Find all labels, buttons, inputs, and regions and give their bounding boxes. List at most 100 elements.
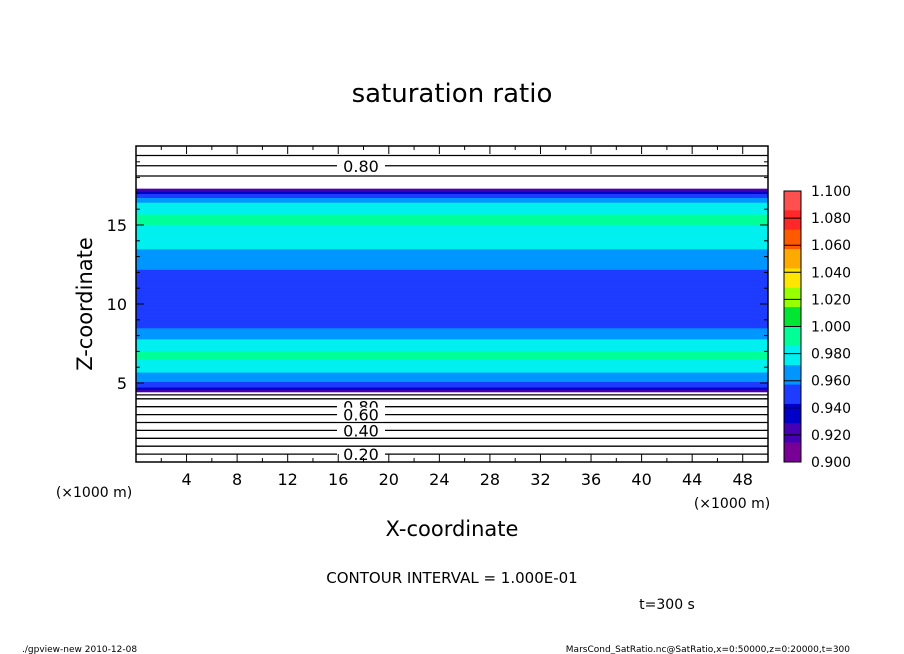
- field-band: [136, 213, 768, 215]
- field-band: [136, 287, 768, 289]
- field-band: [136, 314, 768, 316]
- field-band: [136, 343, 768, 345]
- x-axis-label: X-coordinate: [386, 517, 519, 541]
- field-band: [136, 377, 768, 379]
- field-band: [136, 243, 768, 245]
- y-axis-label: Z-coordinate: [73, 237, 97, 371]
- field-band: [136, 283, 768, 285]
- field-band: [136, 344, 768, 346]
- field-band: [136, 326, 768, 329]
- field-band: [136, 243, 768, 246]
- field-band: [136, 346, 768, 349]
- colorbar-swatch: [784, 191, 801, 211]
- field-band: [136, 305, 768, 307]
- field-band: [136, 285, 768, 288]
- field-band: [136, 371, 768, 374]
- contour-label-bg: [336, 407, 385, 422]
- field-band: [136, 301, 768, 304]
- field-band: [136, 206, 768, 208]
- x-tick-label: 16: [328, 470, 348, 489]
- field-band: [136, 355, 768, 357]
- contour-label: 0.80: [343, 157, 379, 176]
- field-band: [136, 204, 768, 206]
- field-band: [136, 322, 768, 324]
- field-band: [136, 213, 768, 216]
- field-band: [136, 286, 768, 289]
- field-band: [136, 190, 768, 192]
- field-band: [136, 276, 768, 278]
- field-band: [136, 372, 768, 375]
- field-band: [136, 345, 768, 347]
- field-band: [136, 277, 768, 280]
- field-band: [136, 352, 768, 354]
- field-band: [136, 244, 768, 247]
- field-band: [136, 281, 768, 283]
- field-band: [136, 223, 768, 225]
- field-band: [136, 326, 768, 328]
- field-band: [136, 201, 768, 203]
- field-band: [136, 369, 768, 371]
- field-band: [136, 259, 768, 262]
- colorbar-label: 0.920: [811, 428, 851, 444]
- field-band: [136, 384, 768, 386]
- colorbar: 1.100 1.080 1.060 1.040 1.020 1.000 0.980 0.960…: [783, 184, 851, 471]
- field-band: [136, 375, 768, 377]
- field-band: [136, 323, 768, 326]
- field-band: [136, 317, 768, 319]
- field-band: [136, 356, 768, 359]
- field-band: [136, 252, 768, 255]
- field-band: [136, 255, 768, 257]
- field-band: [136, 297, 768, 300]
- field-band: [136, 254, 768, 256]
- field-band: [136, 240, 768, 242]
- field-band: [136, 356, 768, 358]
- field-band: [136, 211, 768, 213]
- field-band: [136, 236, 768, 239]
- field-band: [136, 335, 768, 337]
- time-text: t=300 s: [639, 597, 695, 613]
- field-band: [136, 188, 768, 191]
- field-band: [136, 345, 768, 348]
- field-band: [136, 360, 768, 363]
- field-band: [136, 387, 768, 390]
- field-band: [136, 354, 768, 356]
- field-band: [136, 202, 768, 204]
- field-band: [136, 251, 768, 253]
- field-band: [136, 304, 768, 306]
- field-band: [136, 382, 768, 384]
- field-band: [136, 285, 768, 287]
- field-band: [136, 329, 768, 331]
- field-band: [136, 310, 768, 312]
- field-band: [136, 325, 768, 327]
- x-tick-label: 20: [379, 470, 399, 489]
- field-band: [136, 200, 768, 202]
- field-band: [136, 300, 768, 303]
- field-band: [136, 266, 768, 268]
- field-band: [136, 307, 768, 310]
- field-band: [136, 250, 768, 252]
- field-band: [136, 272, 768, 274]
- field-band: [136, 374, 768, 376]
- x-tick-label: 28: [480, 470, 500, 489]
- field-band: [136, 296, 768, 298]
- field-band: [136, 386, 768, 388]
- colorbar-swatch: [784, 229, 801, 250]
- colorbar-swatch: [784, 365, 801, 386]
- y-tick-label: 10: [107, 295, 127, 314]
- colorbar-swatch: [784, 210, 801, 231]
- field-band: [136, 273, 768, 275]
- field-band: [136, 269, 768, 271]
- field-band: [136, 242, 768, 244]
- field-band: [136, 351, 768, 353]
- field-band: [136, 258, 768, 261]
- field-band: [136, 298, 768, 300]
- field-band: [136, 232, 768, 234]
- field-band: [136, 308, 768, 311]
- field-band: [136, 362, 768, 364]
- colorbar-label: 1.100: [811, 184, 851, 200]
- field-band: [136, 342, 768, 345]
- field-band: [136, 333, 768, 335]
- field-band: [136, 303, 768, 305]
- field-band: [136, 352, 768, 355]
